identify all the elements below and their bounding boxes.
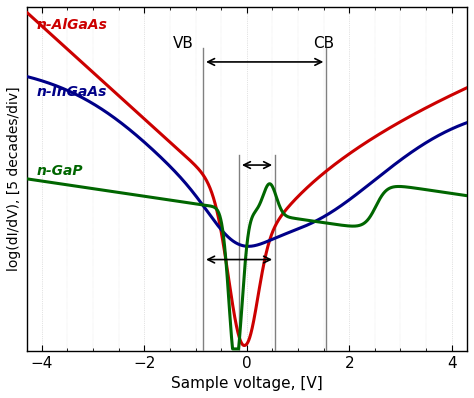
Text: VB: VB: [173, 36, 193, 51]
Text: n-AlGaAs: n-AlGaAs: [37, 18, 108, 32]
Y-axis label: log(dI/dV), [5 decades/div]: log(dI/dV), [5 decades/div]: [7, 86, 21, 271]
Text: n-InGaAs: n-InGaAs: [37, 85, 107, 100]
Text: n-GaP: n-GaP: [37, 164, 83, 178]
Text: CB: CB: [313, 36, 335, 51]
X-axis label: Sample voltage, [V]: Sample voltage, [V]: [171, 376, 323, 391]
